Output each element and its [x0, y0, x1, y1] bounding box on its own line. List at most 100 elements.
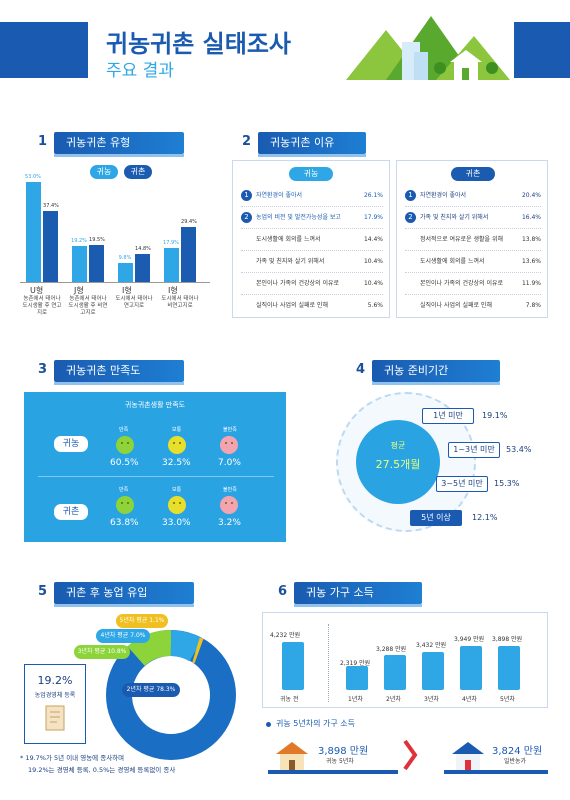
bar-u-gwinong: [26, 182, 41, 282]
page-subtitle: 주요 결과: [106, 61, 174, 81]
income-right-label: 일반농가: [504, 758, 527, 765]
reasons-gwinong-title: 귀농: [289, 167, 333, 181]
income-left-value: 3,898 만원: [318, 746, 369, 757]
section-number: 5: [38, 584, 48, 599]
income-x-2: 2년차: [386, 696, 401, 703]
prep-item-3: 3~5년 미만: [436, 476, 488, 492]
income-value-1: 2,319 만원: [340, 660, 371, 667]
income-compare-title: 귀농 5년차의 가구 소득: [276, 719, 355, 728]
inflow-box-value: 19.2%: [37, 674, 73, 687]
value-i2-gwichon: 29.4%: [181, 219, 197, 225]
income-x-0: 귀농 전: [280, 696, 299, 703]
section-number: 4: [356, 362, 366, 377]
value-gwinong-dissatisfied: 7.0%: [218, 458, 241, 468]
section-number: 2: [242, 134, 252, 149]
section-header-inflow: 귀촌 후 농업 유입: [54, 582, 194, 607]
income-x-1: 1년차: [348, 696, 363, 703]
section-number: 3: [38, 362, 48, 377]
type-label-j: J형: [74, 286, 84, 295]
reason-row: 2 농업의 비전 및 발전가능성을 보고 17.9%: [241, 207, 383, 229]
page-title: 귀농귀촌 실태조사: [106, 30, 291, 58]
income-value-4: 3,949 만원: [454, 636, 485, 643]
bar-i1-gwinong: [118, 263, 133, 282]
value-gwichon-normal: 33.0%: [162, 518, 191, 528]
label-satisfied: 만족: [119, 427, 129, 433]
value-u-gwichon: 37.4%: [43, 203, 59, 209]
reason-row: 정서적으로 여유로운 생활을 위해 13.8%: [405, 229, 541, 251]
section-number: 6: [278, 584, 288, 599]
reason-row: 1 자연환경이 좋아서 26.1%: [241, 185, 383, 207]
label-normal: 보통: [172, 427, 182, 433]
reason-row: 실직이나 사업의 실패로 인해 5.6%: [256, 302, 383, 309]
reason-row: 1 자연환경이 좋아서 20.4%: [405, 185, 541, 207]
income-bar-4: [460, 646, 482, 690]
section-header-reasons: 귀농귀촌 이유: [258, 132, 366, 157]
inflow-note-1: * 19.7%가 5년 이내 영농에 종사하며: [20, 754, 125, 762]
neutral-face-icon: [168, 436, 186, 454]
house-ground: [444, 770, 548, 774]
bar-i1-gwichon: [135, 254, 150, 282]
bar-j-gwinong: [72, 246, 87, 282]
bullet-icon: [266, 722, 271, 727]
income-x-3: 3년차: [424, 696, 439, 703]
reason-row: 본인이나 가족의 건강상의 이유로 10.4%: [241, 273, 383, 295]
income-value-3: 3,432 만원: [416, 642, 447, 649]
inflow-registration-box: [24, 664, 86, 744]
income-x-5: 5년차: [500, 696, 515, 703]
section-number: 1: [38, 134, 48, 149]
label-dissatisfied: 불만족: [223, 427, 237, 433]
prep-value-1: 19.1%: [482, 411, 508, 420]
satisfaction-panel: 귀농귀촌생활 만족도 귀농 만족 보통 불만족 60.5% 32.5% 7.0%…: [24, 392, 286, 542]
label-normal: 보통: [172, 487, 182, 493]
header-right-bar: [514, 22, 570, 78]
donut-label-5y: 5년차 평균 1.1%: [116, 614, 168, 628]
inflow-note-2: 19.2%는 경영체 등록, 0.5%는 경영체 등록없이 종사: [28, 766, 176, 774]
label-dissatisfied: 불만족: [223, 487, 237, 493]
chevron-right-icon: [403, 739, 418, 771]
section-header-satisfaction: 귀농귀촌 만족도: [54, 360, 184, 385]
prep-value-4: 12.1%: [472, 513, 498, 522]
value-gwichon-dissatisfied: 3.2%: [218, 518, 241, 528]
bar-i2-gwinong: [164, 248, 179, 282]
reasons-gwinong-box: 귀농 1 자연환경이 좋아서 26.1% 2 농업의 비전 및 발전가능성을 보고 17…: [232, 160, 390, 318]
prep-center-circle: [356, 420, 440, 504]
unhappy-face-icon: [220, 436, 238, 454]
reason-row: 2 가족 및 친지와 살기 위해서 16.4%: [405, 207, 541, 229]
satisfaction-divider: [38, 476, 274, 477]
income-x-4: 4년차: [462, 696, 477, 703]
income-value-0: 4,232 만원: [270, 632, 301, 639]
inflow-donut-chart: [106, 630, 236, 760]
value-i1-gwichon: 14.8%: [135, 246, 151, 252]
income-bar-2: [384, 655, 406, 690]
reasons-gwichon-title: 귀촌: [451, 167, 495, 181]
bar-u-gwichon: [43, 211, 58, 282]
income-right-value: 3,824 만원: [492, 746, 543, 757]
type-label-u: U형: [30, 286, 44, 295]
income-divider: [328, 624, 329, 702]
income-bar-5: [498, 646, 520, 690]
prep-item-4: 5년 이상: [410, 510, 462, 526]
value-j-gwichon: 19.5%: [89, 237, 105, 243]
satisfaction-group-gwichon: 귀촌: [54, 504, 88, 520]
section-header-prep: 귀농 준비기간: [372, 360, 500, 385]
income-bar-3: [422, 652, 444, 690]
section-header-income: 귀농 가구 소득: [294, 582, 422, 607]
income-bar-1: [346, 666, 368, 690]
prep-value-2: 53.4%: [506, 445, 532, 454]
farmhouse-icon: [276, 742, 308, 770]
section-header-types: 귀농귀촌 유형: [54, 132, 184, 157]
prep-center-value: 27.5개월: [375, 458, 421, 471]
bar-i2-gwichon: [181, 227, 196, 282]
reason-row: 가족 및 친지와 살기 위해서 10.4%: [241, 251, 383, 273]
prep-item-2: 1~3년 미만: [448, 442, 500, 458]
label-satisfied: 만족: [119, 487, 129, 493]
neutral-face-icon: [168, 496, 186, 514]
value-gwinong-normal: 32.5%: [162, 458, 191, 468]
income-bar-0: [282, 642, 304, 690]
donut-label-4y: 4년차 평균 7.0%: [96, 629, 150, 643]
type-desc-u: 농촌에서 태어나 도시생활 후 연고지로: [22, 296, 62, 316]
document-icon: [45, 705, 65, 731]
legend-gwinong: 귀농: [90, 165, 118, 179]
donut-label-2y: 2년차 평균 78.3%: [122, 683, 180, 697]
income-value-2: 3,288 만원: [376, 646, 407, 653]
